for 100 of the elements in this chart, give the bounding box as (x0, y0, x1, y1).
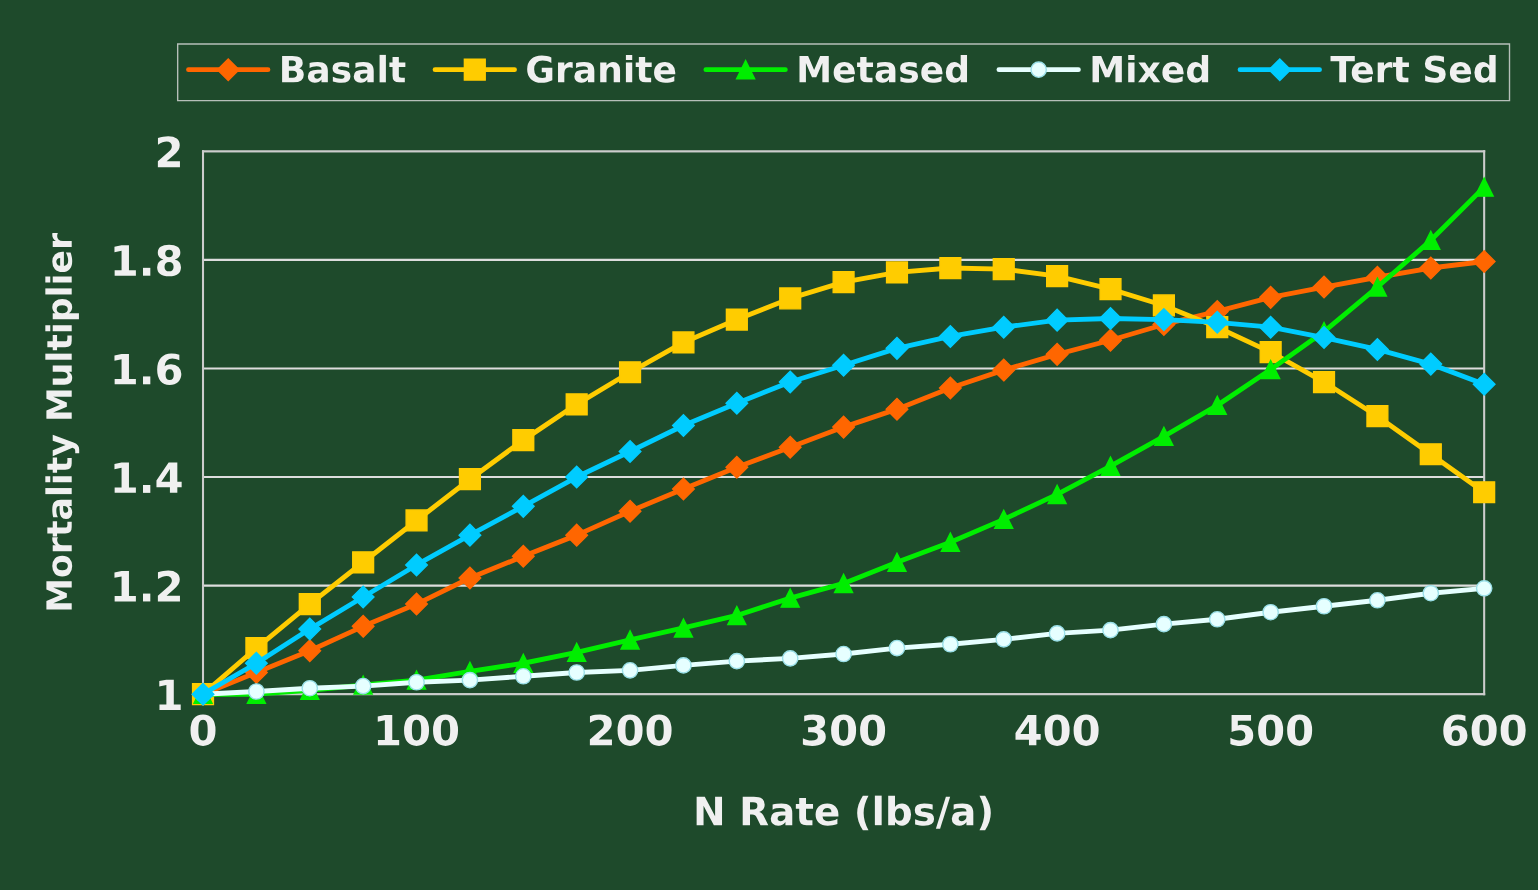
point (940, 532, 961, 552)
point (671, 413, 695, 437)
point (621, 661, 639, 679)
point (511, 494, 535, 518)
point (618, 361, 642, 384)
point (511, 544, 535, 568)
point (1473, 481, 1496, 504)
point (1207, 395, 1227, 416)
point (1419, 256, 1443, 280)
point (1099, 278, 1122, 301)
point (942, 635, 959, 653)
point (1367, 277, 1388, 297)
point (888, 639, 906, 657)
y-tick-label: 2 (157, 136, 180, 168)
point (780, 588, 800, 608)
point (938, 324, 962, 348)
point (1366, 405, 1389, 428)
point (1365, 337, 1389, 361)
point (618, 440, 642, 464)
point (351, 585, 375, 609)
point (512, 429, 535, 452)
point (938, 376, 962, 400)
point (1262, 603, 1279, 621)
point (568, 664, 586, 681)
point (620, 630, 640, 650)
point (298, 592, 321, 616)
point (1312, 370, 1336, 394)
point (352, 551, 375, 574)
point (1259, 341, 1282, 364)
x-tick-label: 600 (1443, 714, 1526, 746)
x-tick-label: 200 (589, 714, 672, 746)
point (1046, 265, 1069, 288)
point (1100, 456, 1121, 476)
point (832, 415, 856, 439)
point (458, 523, 482, 547)
point (781, 650, 799, 667)
point (1315, 597, 1333, 615)
point (673, 618, 694, 638)
point (1312, 275, 1336, 299)
point (514, 667, 532, 685)
x-tick-label: 300 (802, 714, 886, 746)
y-axis-title: Mortality Multiplier (45, 233, 80, 610)
point (1048, 625, 1066, 642)
x-tick-label: 0 (190, 714, 216, 746)
legend-label: Basalt (282, 54, 406, 83)
legend-label: Mixed (1092, 54, 1209, 83)
point (405, 592, 429, 616)
point (994, 509, 1014, 530)
point (298, 617, 322, 641)
point (832, 271, 855, 294)
legend-label: Metased (799, 54, 968, 83)
point (1474, 177, 1494, 197)
point (992, 358, 1016, 382)
point (1045, 308, 1069, 332)
point (1045, 342, 1069, 366)
point (1154, 426, 1174, 447)
y-tick-label: 1.2 (114, 570, 180, 602)
y-tick-label: 1 (159, 679, 181, 711)
point (992, 257, 1015, 281)
x-tick-label: 100 (377, 714, 459, 746)
point (1312, 326, 1336, 350)
point (675, 657, 692, 674)
point (1099, 307, 1122, 331)
point (725, 455, 749, 479)
point (1208, 610, 1226, 628)
point (1369, 591, 1386, 609)
point (565, 465, 589, 489)
point (458, 468, 482, 491)
point (832, 353, 856, 377)
point (995, 631, 1013, 648)
point (778, 370, 802, 394)
point (885, 261, 909, 284)
point (885, 397, 909, 421)
point (992, 315, 1016, 339)
legend-label: Tert Sed (1330, 54, 1496, 83)
point (1259, 285, 1283, 309)
point (725, 308, 748, 331)
y-tick-label: 1.8 (114, 244, 181, 277)
point (725, 391, 749, 415)
x-tick-label: 500 (1230, 714, 1313, 746)
point (1155, 615, 1173, 633)
point (351, 614, 375, 638)
point (939, 256, 962, 280)
point (1205, 310, 1229, 334)
point (671, 477, 695, 501)
point (1421, 230, 1441, 251)
point (1419, 352, 1443, 376)
point (1472, 250, 1496, 274)
point (1259, 315, 1283, 339)
y-tick-label: 1.6 (114, 353, 182, 385)
y-tick-label: 1.4 (114, 462, 182, 493)
point (565, 393, 588, 416)
point (1472, 372, 1496, 396)
point (1419, 443, 1442, 466)
point (1099, 328, 1122, 352)
point (1260, 359, 1281, 380)
x-tick-label: 400 (1015, 714, 1099, 746)
point (835, 645, 852, 663)
point (779, 287, 802, 310)
point (1422, 584, 1440, 602)
